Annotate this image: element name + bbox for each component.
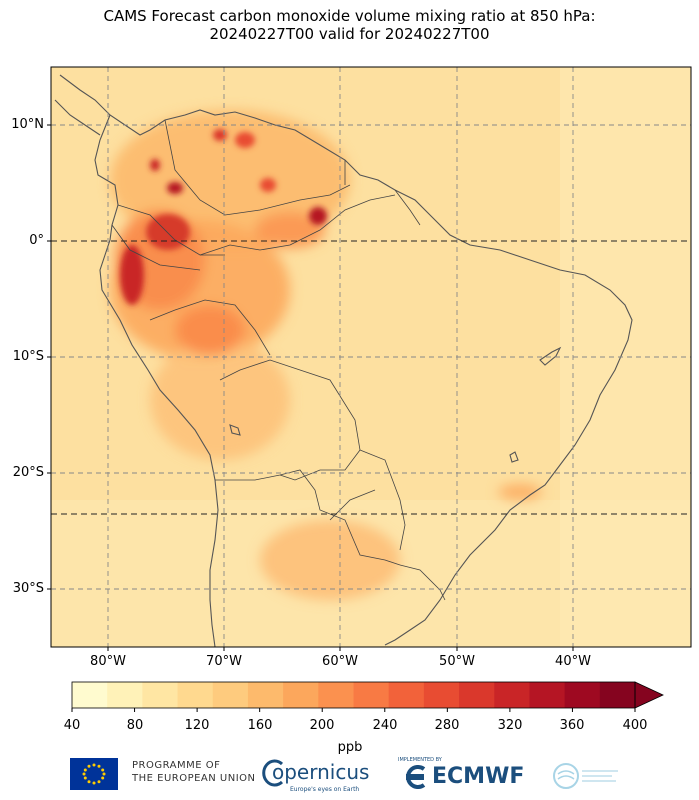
copernicus-logo-text: opernicus (272, 760, 370, 784)
colorbar-segment (353, 682, 390, 708)
colorbar-segment (142, 682, 179, 708)
special-latitudes (51, 240, 691, 515)
colorbar-tick-label: 400 (622, 718, 648, 733)
map-ticks (47, 124, 574, 651)
atmosphere-monitoring-logo (552, 760, 622, 792)
colorbar-tick-label: 360 (559, 718, 585, 733)
colorbar-tick-label: 120 (184, 718, 210, 733)
colorbar-segment (423, 682, 460, 708)
colorbar-segment (212, 682, 249, 708)
ecmwf-implemented-by: IMPLEMENTED BY (398, 757, 442, 763)
colorbar-unit: ppb (337, 740, 363, 755)
ecmwf-logo-text: ECMWF (432, 764, 525, 789)
colorbar-segment (459, 682, 495, 708)
lat-label: 20°S (12, 465, 44, 480)
colorbar (71, 681, 664, 712)
colorbar-segment (564, 682, 601, 708)
lat-label: 30°S (12, 581, 44, 596)
colorbar-segment (177, 682, 214, 708)
eu-stars-icon (82, 763, 106, 785)
colorbar-frame (71, 681, 636, 709)
lat-label: 0° (29, 233, 44, 248)
colorbar-segment (247, 682, 284, 708)
chart-title-line1: CAMS Forecast carbon monoxide volume mix… (103, 7, 596, 25)
eu-flag-logo (70, 758, 118, 790)
copernicus-c-icon (262, 758, 286, 792)
colorbar-tick-label: 320 (497, 718, 523, 733)
colorbar-tick-label: 80 (126, 718, 144, 733)
chart-title-line2: 20240227T00 valid for 20240227T00 (209, 25, 490, 43)
lon-label: 70°W (206, 654, 242, 669)
gridlines (51, 67, 691, 647)
ecmwf-mark-icon (398, 765, 430, 793)
colorbar-segment (388, 682, 425, 708)
colorbar-tick-label: 200 (309, 718, 335, 733)
borders (111, 119, 446, 601)
colorbar-segment (283, 682, 319, 708)
colorbar-segment (107, 682, 143, 708)
colorbar-segment (318, 682, 354, 708)
lat-label: 10°S (12, 349, 44, 364)
colorbar-tick-label: 280 (434, 718, 460, 733)
colorbar-tick-label: 160 (247, 718, 273, 733)
colorbar-tick-label: 240 (372, 718, 398, 733)
atmosphere-swirl-icon (553, 763, 618, 789)
colorbar-segment (494, 682, 530, 708)
lon-label: 50°W (439, 654, 475, 669)
colorbar-segment (72, 682, 108, 708)
colorbar-segment (599, 682, 636, 708)
lat-label: 10°N (11, 117, 44, 132)
lon-label: 80°W (90, 654, 126, 669)
colorbar-extend-arrow (634, 681, 664, 709)
colorbar-segment (529, 682, 566, 708)
eu-programme-text: PROGRAMME OF THE EUROPEAN UNION (132, 760, 256, 784)
copernicus-tagline: Europe's eyes on Earth (290, 786, 360, 793)
colorbar-tick-label: 40 (63, 718, 81, 733)
co-field (51, 67, 691, 647)
lon-label: 40°W (555, 654, 591, 669)
lon-label: 60°W (322, 654, 358, 669)
coastlines (54, 74, 633, 647)
